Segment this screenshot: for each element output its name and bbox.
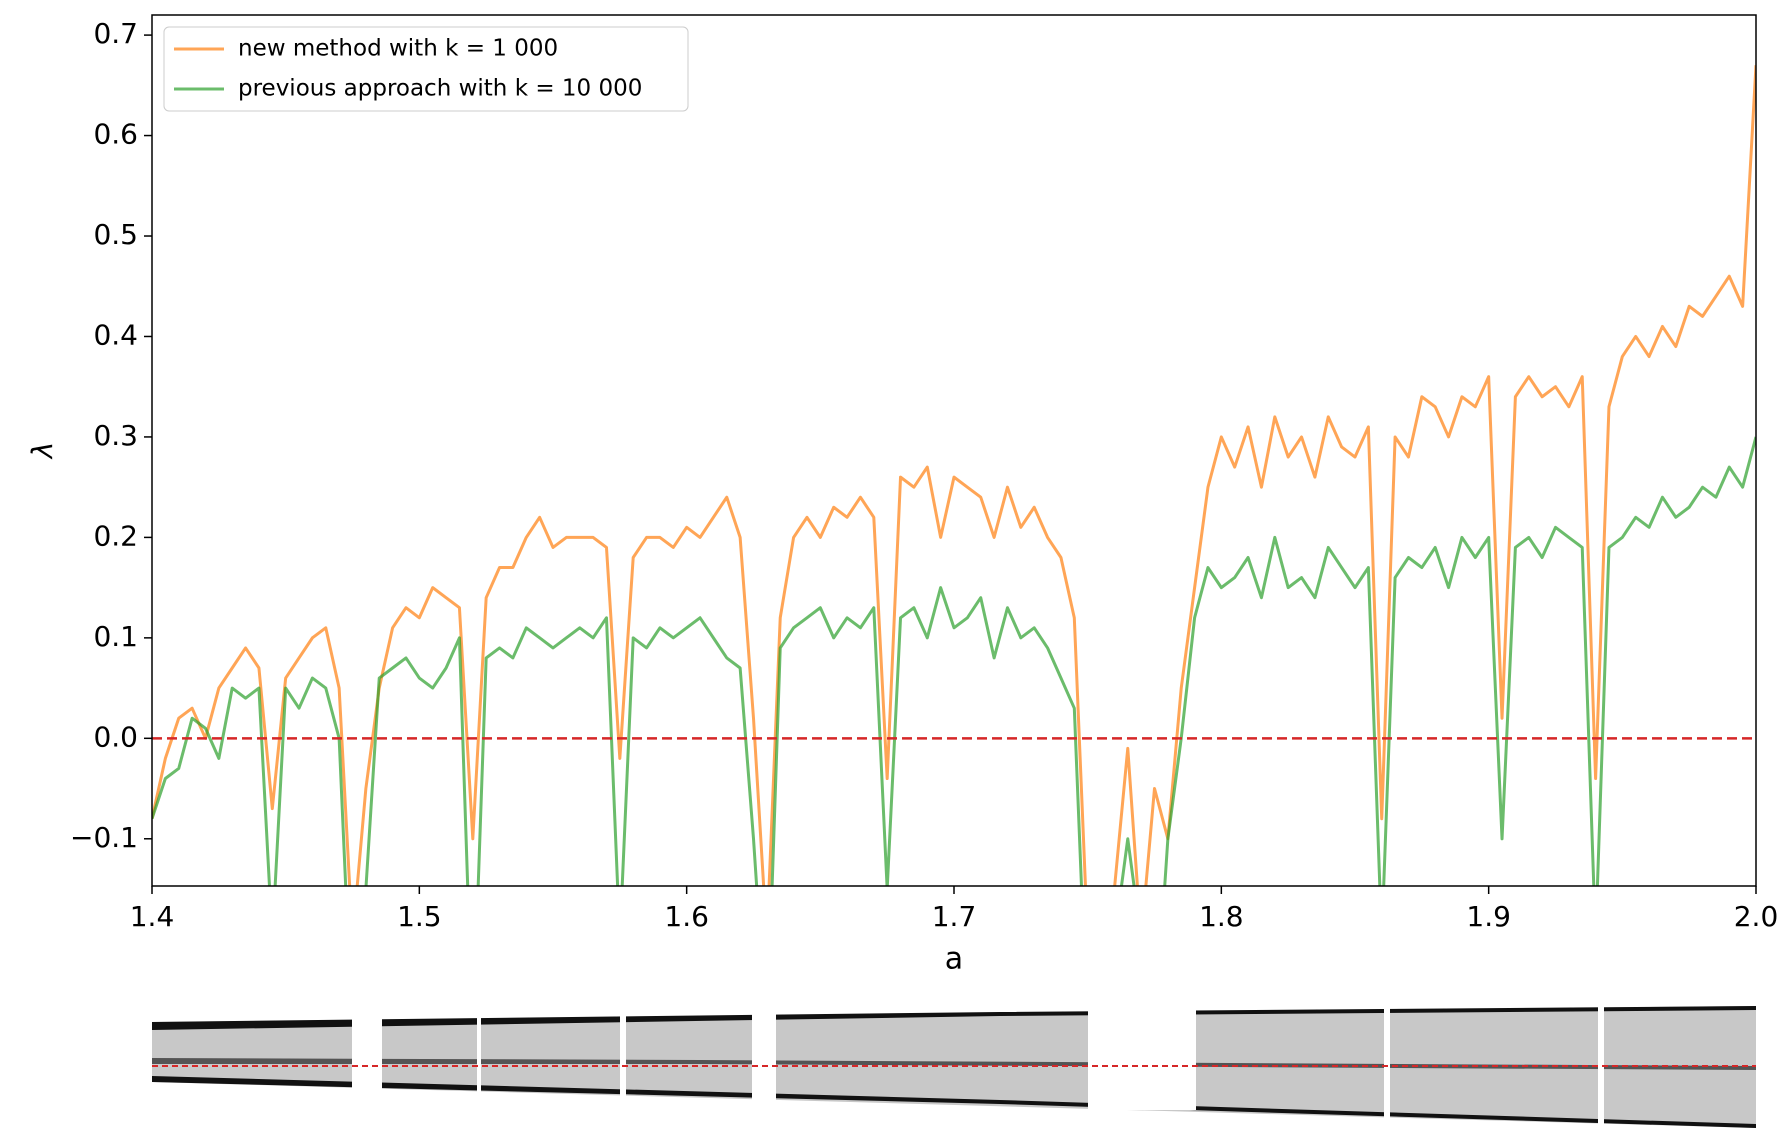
y-tick-label: 0.4 xyxy=(93,318,138,351)
x-tick-label: 2.0 xyxy=(1734,900,1779,933)
bifurcation-window xyxy=(1598,1004,1604,1124)
x-tick-label: 1.8 xyxy=(1199,900,1244,933)
plot-frame xyxy=(151,14,1757,887)
y-tick-label: −0.1 xyxy=(70,821,138,854)
bifurcation-window xyxy=(620,1010,626,1100)
y-axis-label: λ xyxy=(26,442,59,461)
bifurcation-window xyxy=(352,1015,382,1090)
legend-label: new method with k = 1 000 xyxy=(238,36,558,62)
bifurcation-diagram xyxy=(152,1000,1756,1128)
legend-box xyxy=(163,26,689,112)
bifurcation-window xyxy=(1088,1000,1196,1110)
bifurcation-edge xyxy=(152,1076,1756,1128)
y-tick-label: 0.5 xyxy=(93,218,138,251)
y-tick-label: 0.7 xyxy=(93,17,138,50)
x-tick-label: 1.5 xyxy=(397,900,442,933)
y-tick-label: 0.6 xyxy=(93,118,138,151)
legend-label: previous approach with k = 10 000 xyxy=(238,76,642,102)
x-tick-label: 1.4 xyxy=(130,900,175,933)
x-tick-label: 1.7 xyxy=(932,900,977,933)
bifurcation-edge xyxy=(152,1006,1756,1030)
x-axis-label: a xyxy=(945,942,963,977)
x-tick-label: 1.6 xyxy=(664,900,709,933)
y-tick-label: 0.2 xyxy=(93,519,138,552)
plot-area xyxy=(152,65,1756,886)
bifurcation-window xyxy=(477,1012,481,1100)
bifurcation-window xyxy=(1384,1004,1390,1119)
y-tick-label: 0.1 xyxy=(93,620,138,653)
series-line xyxy=(152,436,1756,886)
series-line xyxy=(152,65,1756,886)
x-tick-label: 1.9 xyxy=(1466,900,1511,933)
bifurcation-window xyxy=(752,1000,776,1100)
y-tick-label: 0.0 xyxy=(93,720,138,753)
y-tick-label: 0.3 xyxy=(93,419,138,452)
